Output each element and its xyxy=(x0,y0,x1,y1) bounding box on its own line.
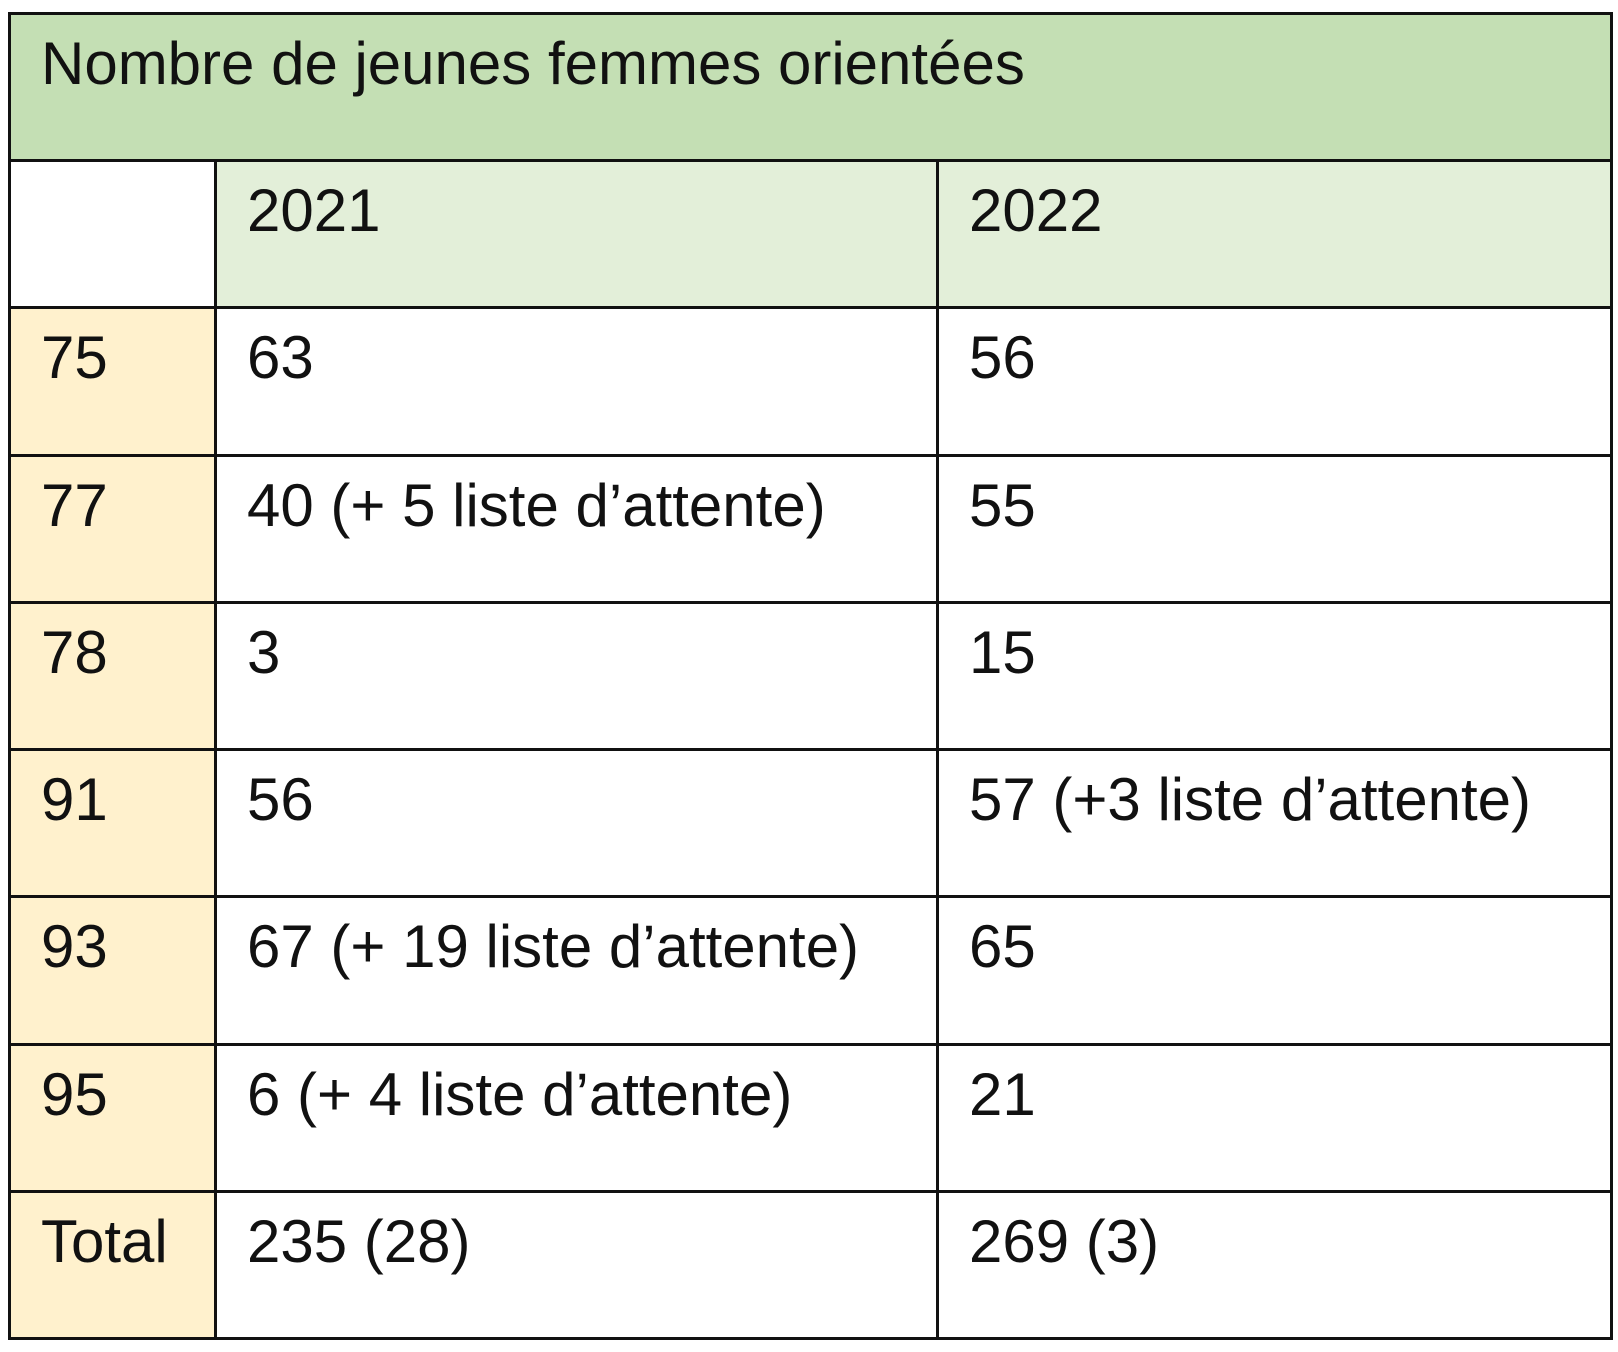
header-row: 2021 2022 xyxy=(8,159,1614,310)
data-table: Nombre de jeunes femmes orientées 2021 2… xyxy=(7,11,1614,1341)
table-row: 93 67 (+ 19 liste d’attente) 65 xyxy=(8,895,1614,1046)
cell-2022: 56 xyxy=(935,306,1614,457)
title-row: Nombre de jeunes femmes orientées xyxy=(7,11,1614,163)
cell-2021: 56 xyxy=(214,748,939,899)
row-label: 95 xyxy=(8,1042,217,1193)
row-label: 77 xyxy=(8,453,217,604)
corner-cell xyxy=(8,159,217,310)
total-2021: 235 (28) xyxy=(214,1189,939,1341)
table-row: 95 6 (+ 4 liste d’attente) 21 xyxy=(8,1042,1614,1193)
row-label: 78 xyxy=(8,600,217,752)
cell-2022: 21 xyxy=(935,1042,1614,1193)
table-row: 75 63 56 xyxy=(8,306,1614,457)
cell-2022: 65 xyxy=(935,895,1614,1046)
cell-2021: 63 xyxy=(214,306,939,457)
table-container: Nombre de jeunes femmes orientées 2021 2… xyxy=(7,11,1614,1341)
column-header-2021: 2021 xyxy=(214,159,939,310)
row-label: 75 xyxy=(8,306,217,457)
table-row: 78 3 15 xyxy=(8,600,1614,752)
cell-2022: 15 xyxy=(935,600,1614,752)
cell-2022: 57 (+3 liste d’attente) xyxy=(935,748,1614,899)
cell-2021: 6 (+ 4 liste d’attente) xyxy=(214,1042,939,1193)
total-row: Total 235 (28) 269 (3) xyxy=(8,1189,1614,1341)
cell-2021: 67 (+ 19 liste d’attente) xyxy=(214,895,939,1046)
column-header-2022: 2022 xyxy=(935,159,1614,310)
table-row: 91 56 57 (+3 liste d’attente) xyxy=(8,748,1614,899)
total-label: Total xyxy=(8,1189,217,1341)
row-label: 91 xyxy=(8,748,217,899)
cell-2022: 55 xyxy=(935,453,1614,604)
table-row: 77 40 (+ 5 liste d’attente) 55 xyxy=(8,453,1614,604)
cell-2021: 3 xyxy=(214,600,939,752)
table-title: Nombre de jeunes femmes orientées xyxy=(7,11,1614,163)
cell-2021: 40 (+ 5 liste d’attente) xyxy=(214,453,939,604)
total-2022: 269 (3) xyxy=(935,1189,1614,1341)
row-label: 93 xyxy=(8,895,217,1046)
